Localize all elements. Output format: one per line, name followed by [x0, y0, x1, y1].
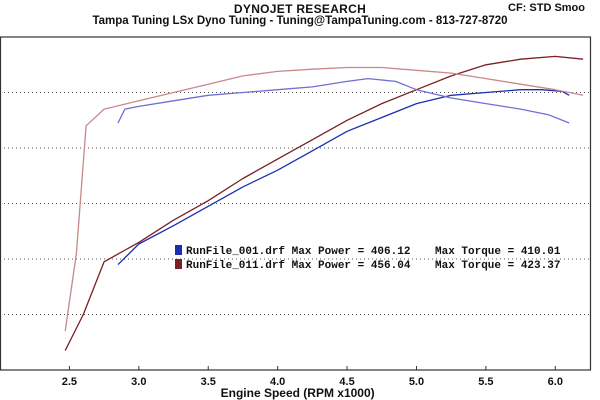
legend-swatch: [175, 245, 182, 255]
legend-run-text: RunFile_011.drf Max Power = 456.04: [186, 260, 411, 272]
x-axis-label: Engine Speed (RPM x1000): [221, 386, 375, 400]
legend-swatch: [175, 259, 182, 269]
x-tick-label: 3.0: [131, 376, 146, 388]
series-line-run001-torque: [117, 77, 570, 124]
x-tick-label: 5.0: [409, 376, 424, 388]
x-tick-label: 5.5: [478, 376, 493, 388]
x-tick-label: 4.5: [339, 376, 354, 388]
plot-frame: [0, 36, 592, 371]
x-axis-ticks: 2.5 3.0 3.5 4.0 4.5 5.0 5.5 6.0: [62, 366, 563, 388]
x-tick-label: 6.0: [548, 376, 563, 388]
series-line-run011-power: [64, 55, 584, 351]
legend: RunFile_001.drf Max Power = 406.12 Max To…: [175, 245, 561, 272]
chart-title: DYNOJET RESEARCH: [233, 2, 367, 16]
x-tick-label: 3.5: [201, 376, 216, 388]
x-tick-label: 2.5: [62, 376, 77, 388]
legend-run-text: RunFile_001.drf Max Power = 406.12: [186, 246, 410, 258]
series-line-run001-power: [117, 89, 570, 266]
series-line-run011-torque: [64, 66, 584, 332]
chart-subtitle: Tampa Tuning LSx Dyno Tuning - Tuning@Ta…: [92, 15, 508, 27]
x-tick-label: 4.0: [270, 376, 285, 388]
legend-torque-text: Max Torque = 410.01: [435, 246, 561, 258]
grid-lines: [0, 92, 590, 315]
correction-factor-label: CF: STD Smoo: [508, 2, 585, 14]
curves: [64, 55, 584, 351]
legend-torque-text: Max Torque = 423.37: [435, 260, 560, 272]
